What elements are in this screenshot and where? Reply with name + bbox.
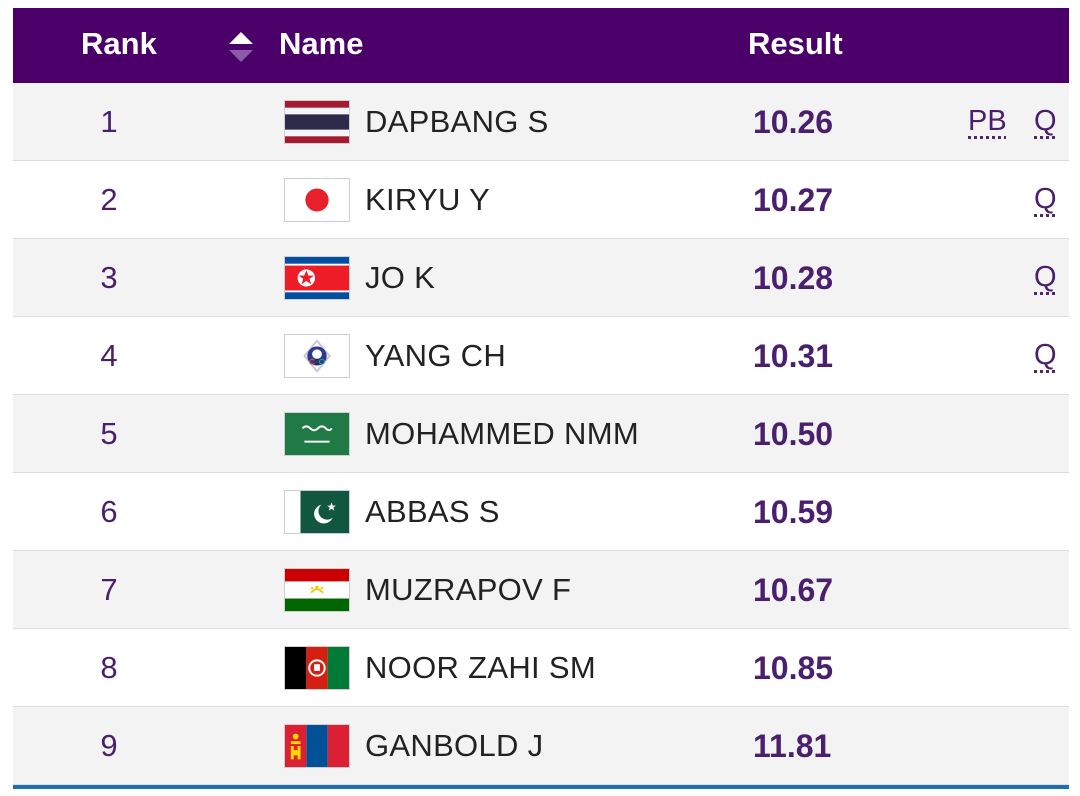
table-row[interactable]: 4 YANG CH 10.31 Q [13, 317, 1069, 395]
name-column-header[interactable]: Name [279, 26, 364, 61]
table-row[interactable]: 8 NOOR ZAHI SM 10.85 [13, 629, 1069, 707]
qualified-badge[interactable]: Q [1034, 339, 1057, 371]
result-time: 11.81 [753, 728, 832, 764]
qualified-badge[interactable]: Q [1034, 183, 1057, 215]
result-time: 10.85 [753, 650, 834, 686]
rank-cell: 6 [100, 494, 118, 529]
rank-column-header[interactable]: Rank [81, 26, 157, 61]
athlete-name[interactable]: ABBAS S [365, 494, 500, 529]
mongolia-flag-icon [284, 724, 350, 768]
table-header: Rank Name Result [13, 8, 1069, 83]
japan-flag-icon [284, 178, 350, 222]
result-column-header[interactable]: Result [748, 26, 843, 61]
table-row[interactable]: 1 DAPBANG S 10.26 PB Q [13, 83, 1069, 161]
table-row[interactable]: 3 JO K 10.28 Q [13, 239, 1069, 317]
personal-best-badge[interactable]: PB [968, 105, 1007, 137]
table-row[interactable]: 2 KIRYU Y 10.27 Q [13, 161, 1069, 239]
athlete-name[interactable]: KIRYU Y [365, 182, 491, 217]
result-time: 10.67 [753, 572, 834, 608]
rank-cell: 3 [100, 260, 118, 295]
qualified-badge[interactable]: Q [1034, 105, 1057, 137]
athlete-name[interactable]: JO K [365, 260, 436, 295]
rank-cell: 5 [100, 416, 118, 451]
table-bottom-rule [13, 785, 1069, 789]
rank-cell: 4 [100, 338, 118, 373]
rank-cell: 8 [100, 650, 118, 685]
result-time: 10.59 [753, 494, 834, 530]
thailand-flag-icon [284, 100, 350, 144]
results-table: Rank Name Result 1 DAPBANG S 10.26 PB Q 2 KIRY… [13, 8, 1069, 789]
table-row[interactable]: 5 MOHAMMED NMM 10.50 [13, 395, 1069, 473]
athlete-name[interactable]: YANG CH [365, 338, 507, 373]
athlete-name[interactable]: NOOR ZAHI SM [365, 650, 596, 685]
north-korea-flag-icon [284, 256, 350, 300]
rank-cell: 7 [100, 572, 118, 607]
athlete-name[interactable]: GANBOLD J [365, 728, 544, 763]
pakistan-flag-icon [284, 490, 350, 534]
result-time: 10.50 [753, 416, 834, 452]
athlete-name[interactable]: MUZRAPOV F [365, 572, 572, 607]
athlete-name[interactable]: MOHAMMED NMM [365, 416, 639, 451]
table-row[interactable]: 7 MUZRAPOV F 10.67 [13, 551, 1069, 629]
sort-up-down-icon[interactable] [228, 30, 254, 64]
table-row[interactable]: 9 GANBOLD J 11.81 [13, 707, 1069, 785]
rank-cell: 9 [100, 728, 118, 763]
qualified-badge[interactable]: Q [1034, 261, 1057, 293]
rank-cell: 2 [100, 182, 118, 217]
result-time: 10.27 [753, 182, 834, 218]
result-time: 10.31 [753, 338, 834, 374]
tajikistan-flag-icon [284, 568, 350, 612]
saudi-arabia-flag-icon [284, 412, 350, 456]
result-time: 10.26 [753, 104, 834, 140]
table-row[interactable]: 6 ABBAS S 10.59 [13, 473, 1069, 551]
result-time: 10.28 [753, 260, 834, 296]
afghanistan-flag-icon [284, 646, 350, 690]
chinese-taipei-flag-icon [284, 334, 350, 378]
rank-cell: 1 [100, 104, 118, 139]
athlete-name[interactable]: DAPBANG S [365, 104, 549, 139]
